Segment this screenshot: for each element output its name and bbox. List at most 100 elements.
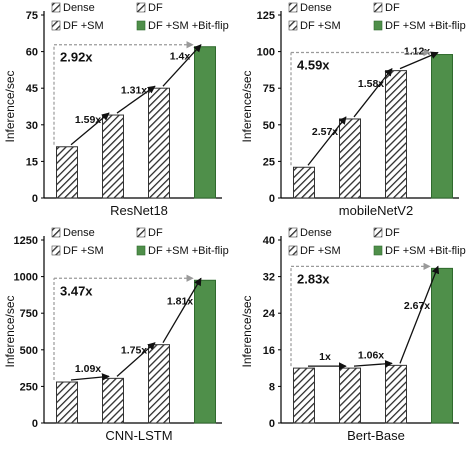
bar-1 xyxy=(56,381,78,424)
step-arrow xyxy=(162,44,202,87)
step-label: 1.59x xyxy=(75,114,101,126)
legend-label-dense: Dense xyxy=(300,2,332,14)
step-arrow xyxy=(70,112,110,146)
bar-1 xyxy=(293,166,315,199)
y-tick-label: 500 xyxy=(20,345,38,357)
legend: Dense DF DF +SM DF +SM +Bit-flip xyxy=(288,2,466,32)
step-arrow xyxy=(399,51,439,70)
legend-label-df-sm: DF +SM xyxy=(63,245,104,257)
chart-title: mobileNetV2 xyxy=(339,203,413,218)
chart-title: Bert-Base xyxy=(347,428,405,443)
total-speedup-label: 2.83x xyxy=(297,271,330,286)
chart-panel-2: 0 25 50 75 100 125 Inference/sec mobileNetV2 2.5… xyxy=(240,2,466,218)
chart-title: CNN-LSTM xyxy=(105,428,172,443)
legend-swatch-df-sm xyxy=(51,245,61,256)
bar-3 xyxy=(385,70,407,199)
y-tick-label: 100 xyxy=(257,47,275,59)
bar-2 xyxy=(102,114,124,199)
bar-4 xyxy=(431,267,453,424)
legend-swatch-dense xyxy=(51,2,61,13)
total-speedup-label: 4.59x xyxy=(297,58,330,73)
y-tick-label: 16 xyxy=(263,345,275,357)
legend-label-df-sm-bitflip: DF +SM +Bit-flip xyxy=(385,245,466,257)
step-label: 1.81x xyxy=(167,295,193,307)
step-label: 1.58x xyxy=(358,78,384,90)
legend-label-dense: Dense xyxy=(63,227,95,239)
y-tick-label: 15 xyxy=(26,156,38,168)
y-tick-label: 60 xyxy=(26,47,38,59)
step-arrow xyxy=(399,265,440,364)
step-arrow xyxy=(307,116,347,166)
y-tick-label: 0 xyxy=(32,418,38,430)
legend-label-df: DF xyxy=(148,2,163,14)
legend-label-df-sm: DF +SM xyxy=(300,245,341,257)
legend-label-df: DF xyxy=(385,2,400,14)
step-label: 1.09x xyxy=(75,363,101,375)
legend-label-df-sm-bitflip: DF +SM +Bit-flip xyxy=(148,20,229,32)
legend-swatch-df xyxy=(373,227,383,238)
legend-label-df-sm: DF +SM xyxy=(300,20,341,32)
legend-label-dense: Dense xyxy=(300,227,332,239)
step-label: 1.75x xyxy=(121,345,147,357)
legend-swatch-df-sm-bitflip xyxy=(373,20,383,31)
bar-3 xyxy=(148,87,170,199)
legend-swatch-df xyxy=(136,227,146,238)
legend-swatch-dense xyxy=(288,227,298,238)
legend-swatch-df-sm-bitflip xyxy=(136,245,146,256)
bar-3 xyxy=(385,364,407,424)
step-label: 2.67x xyxy=(404,300,430,312)
legend-swatch-df-sm xyxy=(288,20,298,31)
legend: Dense DF DF +SM DF +SM +Bit-flip xyxy=(51,227,229,257)
bar-4 xyxy=(194,46,216,199)
y-tick-label: 0 xyxy=(32,193,38,205)
y-tick-label: 1250 xyxy=(14,235,38,247)
step-label: 1.4x xyxy=(170,50,191,62)
y-tick-label: 50 xyxy=(263,120,275,132)
y-tick-label: 250 xyxy=(20,381,38,393)
bar-2 xyxy=(339,118,361,199)
y-tick-label: 25 xyxy=(263,156,275,168)
step-label: 1.31x xyxy=(121,85,147,97)
chart-panel-4: 0 8 16 24 32 40 Inference/sec Bert-Base 1x 1.06x 2… xyxy=(240,227,466,443)
total-speedup-label: 2.92x xyxy=(60,50,93,65)
legend-label-df: DF xyxy=(148,227,163,239)
y-tick-label: 45 xyxy=(26,83,38,95)
total-speedup-label: 3.47x xyxy=(60,283,93,298)
legend-swatch-dense xyxy=(288,2,298,13)
step-arrow xyxy=(116,342,156,377)
legend-swatch-df-sm xyxy=(288,245,298,256)
y-tick-label: 0 xyxy=(269,418,275,430)
bar-1 xyxy=(293,367,315,424)
bar-2 xyxy=(339,367,361,424)
y-axis-label: Inference/sec xyxy=(240,70,254,142)
chart-panel-1: 0 15 30 45 60 75 Inference/sec ResNet18 1.59x 1.3… xyxy=(3,2,229,218)
step-arrow xyxy=(116,85,156,114)
step-label: 2.57x xyxy=(312,126,338,138)
step-label: 1x xyxy=(319,351,331,363)
bar-3 xyxy=(148,344,170,424)
y-tick-label: 24 xyxy=(263,308,276,320)
legend-label-df-sm: DF +SM xyxy=(63,20,104,32)
legend-swatch-df xyxy=(136,2,146,13)
step-label: 1.06x xyxy=(358,350,384,362)
bar-2 xyxy=(102,377,124,424)
step-arrow xyxy=(353,68,393,118)
legend-swatch-dense xyxy=(51,227,61,238)
y-tick-label: 1000 xyxy=(14,272,38,284)
y-axis-label: Inference/sec xyxy=(3,295,17,367)
legend-label-df: DF xyxy=(385,227,400,239)
legend-swatch-df xyxy=(373,2,383,13)
y-axis-label: Inference/sec xyxy=(3,70,17,142)
y-tick-label: 750 xyxy=(20,308,38,320)
legend: Dense DF DF +SM DF +SM +Bit-flip xyxy=(51,2,229,32)
y-tick-label: 125 xyxy=(257,10,275,22)
y-tick-label: 30 xyxy=(26,120,38,132)
y-tick-label: 8 xyxy=(269,381,275,393)
step-label: 1.12x xyxy=(404,46,430,58)
bar-1 xyxy=(56,146,78,199)
chart-panel-3: 0 250 500 750 1000 1250 Inference/sec CNN-LSTM 1… xyxy=(3,227,229,443)
legend-swatch-df-sm-bitflip xyxy=(136,20,146,31)
legend-swatch-df-sm-bitflip xyxy=(373,245,383,256)
legend-label-df-sm-bitflip: DF +SM +Bit-flip xyxy=(148,245,229,257)
y-tick-label: 0 xyxy=(269,193,275,205)
